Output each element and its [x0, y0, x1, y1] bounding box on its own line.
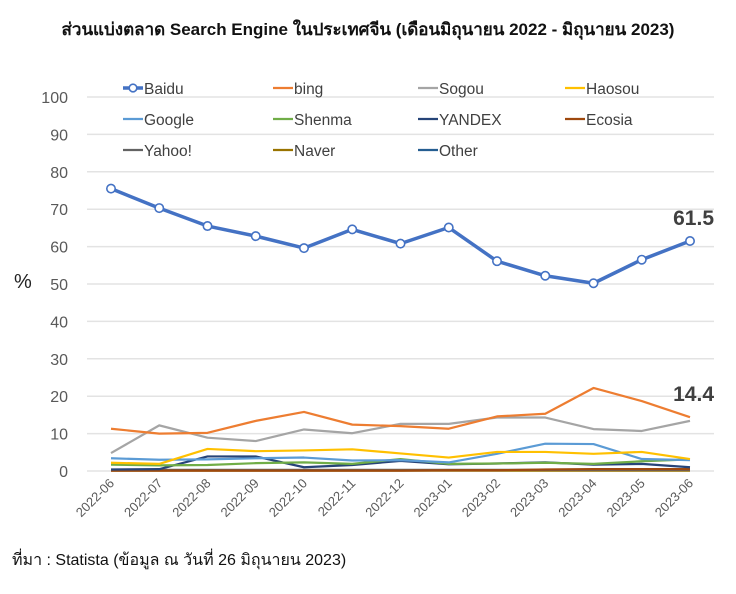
- y-tick-label: 90: [50, 127, 68, 144]
- y-tick-label: 20: [50, 389, 68, 406]
- data-point-marker: [106, 183, 117, 194]
- data-point-marker: [684, 235, 695, 246]
- annotations: 61.5 14.4: [673, 207, 714, 406]
- y-tick-label: 70: [50, 202, 68, 219]
- y-tick-label: 40: [50, 314, 68, 331]
- legend-item-shenma[interactable]: Shenma: [273, 112, 352, 129]
- series-line-shenma: [110, 457, 691, 467]
- legend-item-google[interactable]: Google: [123, 112, 194, 129]
- legend-item-bing[interactable]: bing: [273, 81, 323, 98]
- data-label-bing: 14.4: [673, 383, 714, 406]
- legend-marker-icon: [128, 83, 138, 93]
- legend-label: Other: [439, 143, 478, 160]
- series-line-ecosia: [111, 468, 690, 472]
- x-tick-label: 2022-10: [266, 476, 310, 520]
- legend-item-sogou[interactable]: Sogou: [418, 81, 484, 98]
- y-tick-label: 80: [50, 165, 68, 182]
- legend-label: Naver: [294, 143, 335, 160]
- x-axis-ticks: 2022-06 2022-07 2022-08 2022-09 2022-10 2022-…: [73, 476, 696, 520]
- x-tick-label: 2023-04: [555, 476, 599, 520]
- legend-label: Ecosia: [586, 112, 633, 129]
- x-tick-label: 2023-01: [411, 476, 455, 520]
- legend-label: Sogou: [439, 81, 484, 98]
- data-point-marker: [588, 278, 599, 289]
- legend-label: Shenma: [294, 112, 352, 129]
- x-tick-label: 2022-07: [121, 476, 165, 520]
- series-lines: [106, 183, 695, 472]
- legend-label: bing: [294, 81, 323, 98]
- y-tick-label: 50: [50, 277, 68, 294]
- y-tick-label: 10: [50, 427, 68, 444]
- x-tick-label: 2022-11: [315, 476, 359, 520]
- data-point-marker: [298, 243, 309, 254]
- legend-item-haosou[interactable]: Haosou: [565, 81, 639, 98]
- series-line-sogou: [110, 416, 691, 455]
- series-line-haosou: [110, 447, 691, 465]
- data-point-marker: [202, 221, 213, 232]
- y-tick-label: 100: [41, 90, 68, 107]
- legend-label: Baidu: [144, 81, 184, 98]
- legend-label: YANDEX: [439, 112, 502, 129]
- data-point-marker: [347, 224, 358, 235]
- source-note: ที่มา : Statista (ข้อมูล ณ วันที่ 26 มิถ…: [12, 552, 347, 569]
- y-tick-label: 30: [50, 352, 68, 369]
- legend-label: Google: [144, 112, 194, 129]
- x-tick-label: 2022-08: [169, 476, 213, 520]
- x-tick-label: 2023-06: [652, 476, 696, 520]
- data-point-marker: [491, 256, 502, 267]
- legend-item-yahoo[interactable]: Yahoo!: [123, 143, 192, 160]
- legend-item-other[interactable]: Other: [418, 143, 478, 160]
- data-point-marker: [154, 203, 165, 214]
- x-tick-label: 2022-09: [218, 476, 262, 520]
- y-tick-label: 0: [59, 464, 68, 481]
- x-tick-label: 2023-03: [507, 476, 551, 520]
- legend-label: Yahoo!: [144, 143, 192, 160]
- chart-title: ส่วนแบ่งตลาด Search Engine ในประเทศจีน (…: [61, 20, 675, 39]
- y-axis-label: %: [14, 271, 32, 293]
- data-label-baidu: 61.5: [673, 207, 714, 230]
- y-axis-ticks: 0 10 20 30 40 50 60 70 80 90 100: [41, 90, 68, 481]
- data-point-marker: [395, 238, 406, 249]
- legend-item-ecosia[interactable]: Ecosia: [565, 112, 633, 129]
- legend-label: Haosou: [586, 81, 639, 98]
- data-point-marker: [443, 222, 454, 233]
- x-tick-label: 2023-05: [604, 476, 648, 520]
- series-line-google: [110, 442, 691, 464]
- x-tick-label: 2023-02: [459, 476, 503, 520]
- data-point-marker: [636, 254, 647, 265]
- x-tick-label: 2022-06: [73, 476, 117, 520]
- y-tick-label: 60: [50, 240, 68, 257]
- series-line-baidu: [110, 187, 691, 286]
- legend: Baidu bing Sogou Haosou Google Shenma YANDEX Ec…: [123, 81, 639, 160]
- legend-item-baidu[interactable]: Baidu: [123, 81, 184, 98]
- series-line-bing: [110, 386, 691, 435]
- data-point-marker: [250, 231, 261, 242]
- legend-item-yandex[interactable]: YANDEX: [418, 112, 502, 129]
- legend-item-naver[interactable]: Naver: [273, 143, 335, 160]
- x-tick-label: 2022-12: [362, 476, 406, 520]
- data-point-marker: [540, 270, 551, 281]
